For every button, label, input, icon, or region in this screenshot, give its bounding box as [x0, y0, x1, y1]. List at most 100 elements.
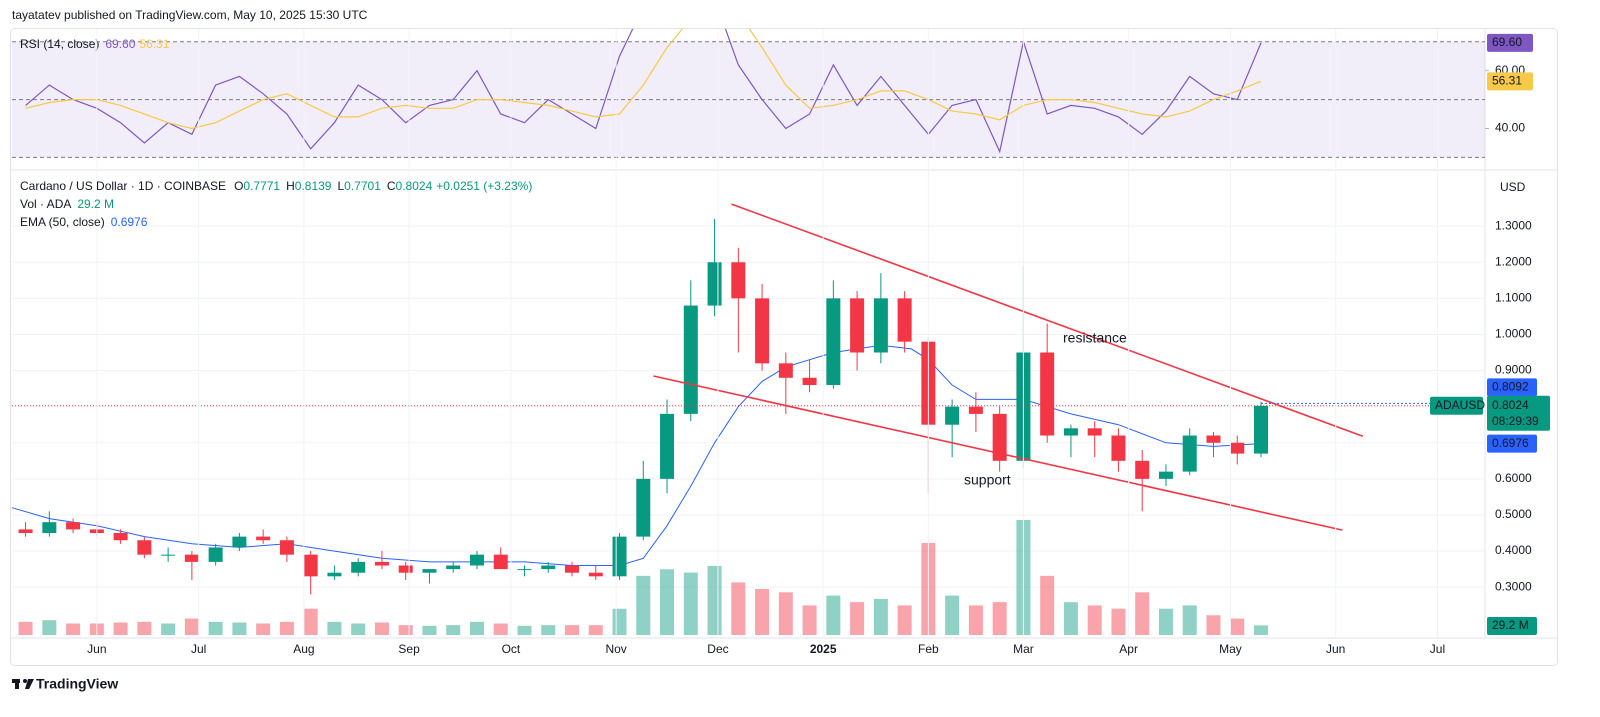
rsi-pane — [12, 29, 1485, 158]
candle-body — [1111, 435, 1126, 461]
y-tick-label: 1.3000 — [1495, 218, 1532, 232]
volume-bar — [279, 621, 294, 635]
logo-mark — [23, 679, 27, 683]
countdown: 08:29:39 — [1492, 414, 1539, 428]
volume-bar — [992, 602, 1007, 635]
rsi-line — [25, 29, 1262, 130]
legend-item: 29.2 M — [77, 197, 114, 211]
volume-bar — [446, 625, 461, 635]
candle-body — [565, 565, 580, 573]
candle-body — [850, 298, 865, 353]
volume-bar — [588, 625, 603, 635]
volume-bar — [731, 582, 746, 635]
candle-body — [208, 547, 223, 562]
volume-bar — [469, 621, 484, 635]
candle-body — [42, 522, 57, 534]
volume-bar — [1158, 608, 1173, 635]
volume-bar — [636, 575, 651, 635]
volume-bar — [493, 623, 508, 635]
footer-brand: TradingView — [36, 676, 118, 692]
candle-body — [184, 554, 199, 562]
legend-item: RSI (14, close) — [20, 37, 99, 51]
volume-bar — [873, 598, 888, 635]
x-tick-label: May — [1219, 642, 1242, 656]
volume-bar — [755, 589, 770, 635]
candle-body — [612, 536, 627, 577]
candle-body — [232, 536, 247, 548]
volume-bar — [945, 595, 960, 635]
candle-body — [992, 413, 1007, 461]
publish-info: tayatatev published on TradingView.com, … — [12, 8, 368, 22]
y-tick-label: 1.2000 — [1495, 254, 1532, 268]
candle-body — [1087, 428, 1102, 436]
legend-item: 0.7701 — [344, 179, 381, 193]
candle-body — [18, 529, 33, 534]
legend-item: 0.8024 — [396, 179, 433, 193]
legend-text: Cardano / US Dollar · 1D · COINBASE O0.77… — [20, 179, 532, 193]
price-pane — [11, 203, 1485, 635]
volume-bar — [351, 623, 366, 635]
candle-body — [517, 569, 532, 571]
volume-bar — [113, 622, 128, 635]
candle-body — [1135, 460, 1150, 479]
volume-bar — [18, 621, 33, 635]
volume-bar — [707, 566, 722, 635]
volume-bar — [422, 625, 437, 635]
x-tick-label: 2025 — [810, 642, 837, 656]
volume-bar — [374, 622, 389, 635]
volume-bar — [612, 608, 627, 635]
y-tick-label: 0.9000 — [1495, 363, 1532, 377]
candle-body — [660, 413, 675, 479]
logo — [12, 679, 34, 689]
rsi-tick-label: 40.00 — [1495, 121, 1525, 135]
candle-body — [968, 406, 983, 414]
x-tick-label: Aug — [293, 642, 314, 656]
volume-bar — [850, 602, 865, 635]
volume-bar — [208, 621, 223, 635]
volume-bar — [1111, 608, 1126, 635]
candle-body — [778, 363, 793, 378]
y-tick-label: 0.6000 — [1495, 471, 1532, 485]
chart-frame — [10, 28, 1558, 666]
candle-body — [66, 522, 81, 530]
trendline — [731, 203, 1364, 438]
y-tick-label: 1.1000 — [1495, 291, 1532, 305]
candle-body — [113, 533, 128, 541]
candle-body — [303, 554, 318, 577]
symbol-label-box — [1430, 396, 1483, 415]
x-tick-label: Jul — [191, 642, 206, 656]
last-price-box — [1487, 395, 1550, 431]
volume-bar — [1206, 615, 1221, 635]
volume-label: 29.2 M — [1492, 618, 1529, 632]
rsi-line — [25, 29, 1262, 154]
volume-bar — [517, 625, 532, 635]
x-tick-label: Jun — [1326, 642, 1345, 656]
legend-item: H — [286, 179, 295, 193]
volume-bar — [1253, 625, 1268, 635]
legend-text: RSI (14, close) 69.60 56.31 — [20, 37, 170, 51]
candle-body — [873, 298, 888, 353]
legend-item: C — [387, 179, 396, 193]
candle-body — [1230, 442, 1245, 454]
legend-item: Cardano / US Dollar · 1D · COINBASE — [20, 179, 226, 193]
rsi-last-label: 56.31 — [1492, 73, 1522, 87]
candle-body — [802, 377, 817, 385]
x-tick-label: Sep — [398, 642, 420, 656]
ema-label: 0.6976 — [1492, 436, 1529, 450]
annotation: resistance — [1063, 330, 1127, 346]
volume-label-box — [1487, 617, 1537, 635]
legend-text: EMA (50, close) 0.6976 — [20, 215, 148, 229]
volume-bar — [1040, 575, 1055, 635]
candle-body — [374, 561, 389, 566]
volume-bar — [778, 592, 793, 635]
volume-bar — [1182, 605, 1197, 635]
y-tick-label: 0.4000 — [1495, 543, 1532, 557]
legend-text: Vol · ADA 29.2 M — [20, 197, 114, 211]
y-tick-label: 1.0000 — [1495, 327, 1532, 341]
symbol-label: ADAUSD — [1435, 398, 1485, 412]
candle-body — [826, 298, 841, 385]
annotation: support — [964, 472, 1011, 488]
high-label: 0.8092 — [1492, 380, 1529, 394]
volume-bar — [303, 608, 318, 635]
currency: USD — [1500, 180, 1526, 194]
